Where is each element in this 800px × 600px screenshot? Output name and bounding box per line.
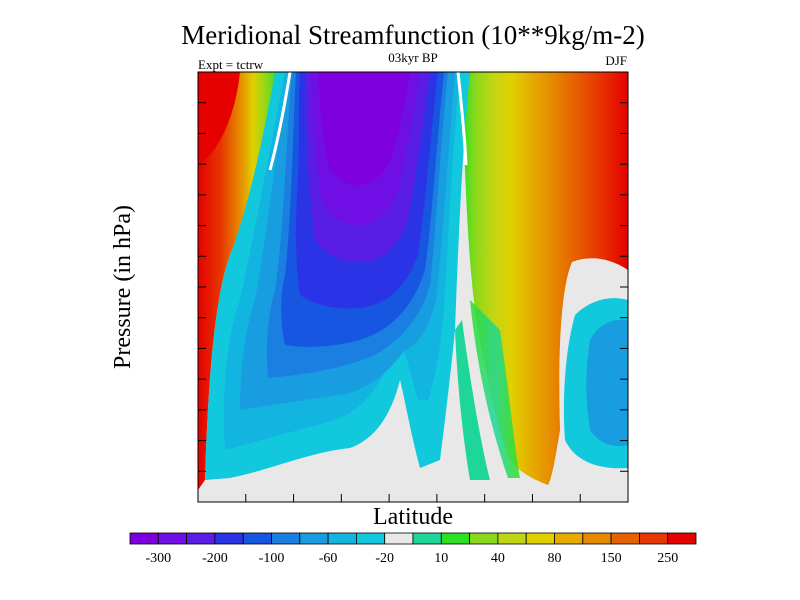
contour-north-lower-neg-2 [586,319,628,447]
contour-neg-core [318,72,410,185]
contour-right-lower [470,300,520,478]
colorbar-swatch [327,532,357,545]
colorbar-tick-label: -60 [319,551,338,566]
colorbar-swatch [242,532,272,545]
colorbar-swatch [667,532,697,545]
colorbar-swatch [639,532,669,545]
colorbar-tick-label: -200 [202,551,228,566]
colorbar-labels: -300 -200 -100 -60 -20 10 40 80 150 250 [145,551,678,566]
colorbar-swatch [271,532,301,545]
zero-contour-left [268,72,292,171]
colorbar-swatch [129,532,159,545]
season-label: DJF [605,53,627,68]
x-axis-ticks [245,494,581,502]
period-label: 03kyr BP [388,50,437,65]
colorbar-tick-label: 80 [548,551,562,566]
colorbar-swatch [610,532,640,545]
colorbar-tick-label: -20 [375,551,394,566]
contour-left-inner [198,72,240,165]
colorbar-swatch [469,532,499,545]
colorbar-tick-label: 250 [657,551,678,566]
colorbar-swatch [214,532,244,545]
colorbar-swatch [440,532,470,545]
colorbar [129,532,697,545]
contour-left-outer [198,72,290,490]
x-axis-label: Latitude [373,504,453,530]
colorbar-tick-label: 10 [434,551,448,566]
contour-right-green-tongue [455,320,490,480]
colorbar-tick-label: 40 [491,551,505,566]
colorbar-swatch [497,532,527,545]
colorbar-swatch [186,532,216,545]
colorbar-swatch [157,532,188,545]
colorbar-tick-label: -100 [259,551,285,566]
colorbar-swatch [582,532,612,545]
colorbar-swatch [554,532,584,545]
chart-title: Meridional Streamfunction (10**9kg/m-2) [181,20,644,50]
zero-contour-right [456,72,468,166]
colorbar-tick-label: 150 [601,551,622,566]
colorbar-tick-label: -300 [145,551,171,566]
colorbar-swatch [299,532,329,545]
contour-field [198,72,628,502]
y-axis-ticks [198,71,628,503]
colorbar-swatch [525,532,555,545]
colorbar-swatch [355,532,386,545]
experiment-label: Expt = tctrw [198,57,264,72]
y-axis-label: Pressure (in hPa) [110,205,136,369]
colorbar-swatch [384,532,414,545]
colorbar-swatch [412,532,442,545]
